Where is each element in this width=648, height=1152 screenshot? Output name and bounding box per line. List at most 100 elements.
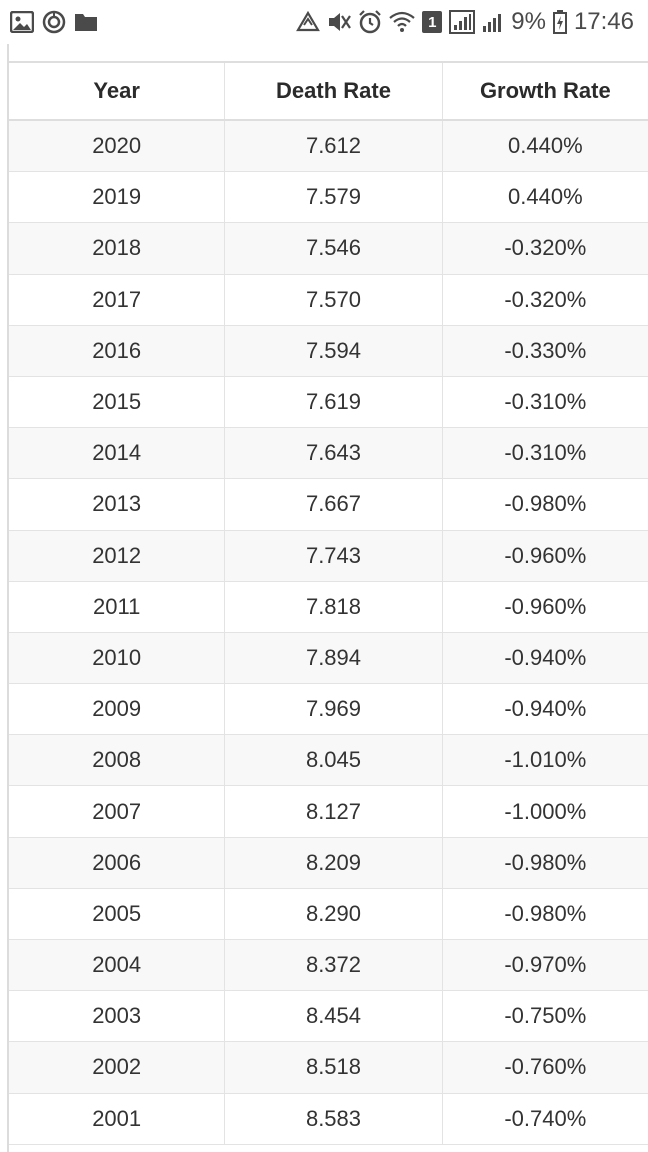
cell-death-rate: 7.969 xyxy=(225,684,443,735)
cell-year: 2002 xyxy=(9,1042,226,1093)
signal-bars-icon xyxy=(482,11,504,33)
cell-death-rate: 8.209 xyxy=(225,837,443,888)
table-row: 2008 8.045 -1.010% xyxy=(9,735,648,787)
cell-death-rate: 7.546 xyxy=(225,223,443,274)
cell-growth-rate: -0.330% xyxy=(504,337,587,363)
cell-growth-rate: -1.000% xyxy=(504,798,587,824)
cell-death-rate: 7.619 xyxy=(225,376,443,428)
table-row: 2010 7.894 -0.940% xyxy=(9,632,648,685)
cell-death-rate: 8.583 xyxy=(225,1093,443,1144)
cell-death-rate: 7.743 xyxy=(225,530,443,581)
death-rate-table: Year Death Rate Growth Rate 2020 7.612 0.4… xyxy=(7,44,648,1152)
table-row: 2014 7.643 -0.310% xyxy=(9,428,648,480)
cell-year: 2019 xyxy=(9,172,226,223)
header-year[interactable]: Year xyxy=(9,63,226,119)
table-row: 2016 7.594 -0.330% xyxy=(9,325,648,377)
cell-growth-rate: -0.750% xyxy=(504,1003,587,1029)
cell-growth-rate: -0.970% xyxy=(504,952,587,978)
sim-badge: 1 xyxy=(422,11,443,33)
status-right-icons: 1 9% 17:46 xyxy=(296,8,648,36)
cell-year: 2010 xyxy=(9,632,226,684)
cell-year: 2007 xyxy=(9,786,226,837)
status-left-icons xyxy=(0,10,98,34)
gallery-icon xyxy=(10,11,34,33)
table-header-row: Year Death Rate Growth Rate xyxy=(9,63,648,121)
cell-year: 2008 xyxy=(9,735,226,786)
cell-death-rate: 7.643 xyxy=(225,428,443,479)
cell-death-rate: 8.290 xyxy=(225,888,443,939)
table-row: 2001 8.583 -0.740% xyxy=(9,1093,648,1145)
cell-year: 2017 xyxy=(9,274,226,325)
cell-year: 2001 xyxy=(9,1093,226,1144)
wifi-icon xyxy=(389,11,415,33)
cell-death-rate: 7.818 xyxy=(225,581,443,632)
cell-growth-rate: 0.440% xyxy=(508,133,583,159)
table-row: 2006 8.209 -0.980% xyxy=(9,837,648,889)
cell-year: 2005 xyxy=(9,888,226,939)
cell-growth-rate: -0.740% xyxy=(504,1105,587,1131)
folder-icon xyxy=(74,12,98,32)
cell-year: 2009 xyxy=(9,684,226,735)
table-row: 2019 7.579 0.440% xyxy=(9,172,648,224)
header-growth-rate[interactable]: Growth Rate xyxy=(479,78,611,103)
table-row: 2011 7.818 -0.960% xyxy=(9,581,648,633)
table-top-border xyxy=(9,44,648,63)
table-row: 2002 8.518 -0.760% xyxy=(9,1042,648,1094)
cell-death-rate: 7.570 xyxy=(225,274,443,325)
cell-growth-rate: -0.960% xyxy=(504,542,587,568)
table-row: 2005 8.290 -0.980% xyxy=(9,888,648,940)
cell-growth-rate: -0.320% xyxy=(504,286,587,312)
cell-growth-rate: -0.760% xyxy=(504,1054,587,1080)
cell-growth-rate: -0.320% xyxy=(504,235,587,261)
table-row: 2003 8.454 -0.750% xyxy=(9,991,648,1043)
cell-growth-rate: -0.310% xyxy=(504,389,587,415)
cell-year: 2011 xyxy=(9,581,226,632)
cell-growth-rate: -0.960% xyxy=(504,593,587,619)
cell-growth-rate: -0.310% xyxy=(504,440,587,466)
cell-year: 2013 xyxy=(9,479,226,530)
clock-time: 17:46 xyxy=(573,8,634,35)
cell-year: 2004 xyxy=(9,940,226,991)
cell-death-rate: 8.045 xyxy=(225,735,443,786)
cell-year: 2012 xyxy=(9,530,226,581)
table-row: 2007 8.127 -1.000% xyxy=(9,786,648,838)
table-row: 2004 8.372 -0.970% xyxy=(9,940,648,992)
cell-year: 2003 xyxy=(9,991,226,1042)
cell-growth-rate: 0.440% xyxy=(508,184,583,210)
header-death-rate[interactable]: Death Rate xyxy=(225,63,443,119)
cell-death-rate: 8.372 xyxy=(225,940,443,991)
cell-death-rate: 8.127 xyxy=(225,786,443,837)
cell-death-rate: 8.454 xyxy=(225,991,443,1042)
cell-year: 2014 xyxy=(9,428,226,479)
cell-year: 2006 xyxy=(9,837,226,888)
mute-icon xyxy=(327,11,352,33)
cell-year: 2020 xyxy=(9,121,226,172)
cell-growth-rate: -0.980% xyxy=(504,900,587,926)
table-row: 2018 7.546 -0.320% xyxy=(9,223,648,275)
table-row: 2012 7.743 -0.960% xyxy=(9,530,648,582)
cell-death-rate: 7.612 xyxy=(225,121,443,172)
cell-growth-rate: -0.940% xyxy=(504,696,587,722)
battery-percent: 9% xyxy=(511,8,546,35)
cell-year: 2018 xyxy=(9,223,226,274)
table-row: 2013 7.667 -0.980% xyxy=(9,479,648,531)
cell-death-rate: 7.894 xyxy=(225,632,443,684)
cell-death-rate: 8.518 xyxy=(225,1042,443,1093)
table-row: 2017 7.570 -0.320% xyxy=(9,274,648,326)
table-body: 2020 7.612 0.440% 2019 7.579 0.440% 2018 7.546 -… xyxy=(9,121,648,1145)
status-bar: 1 9% 17:46 xyxy=(0,0,648,44)
table-row: 2015 7.619 -0.310% xyxy=(9,376,648,429)
cell-growth-rate: -0.940% xyxy=(504,644,587,670)
cell-year: 2016 xyxy=(9,325,226,376)
recycle-icon xyxy=(296,11,321,33)
cell-death-rate: 7.594 xyxy=(225,325,443,376)
sync-icon xyxy=(42,10,66,34)
cell-year: 2015 xyxy=(9,376,226,428)
cell-growth-rate: -0.980% xyxy=(504,849,587,875)
cell-death-rate: 7.579 xyxy=(225,172,443,223)
table-row: 2020 7.612 0.440% xyxy=(9,121,648,173)
cell-death-rate: 7.667 xyxy=(225,479,443,530)
table-row: 2009 7.969 -0.940% xyxy=(9,684,648,736)
battery-icon xyxy=(552,10,567,34)
cell-growth-rate: -1.010% xyxy=(504,747,587,773)
